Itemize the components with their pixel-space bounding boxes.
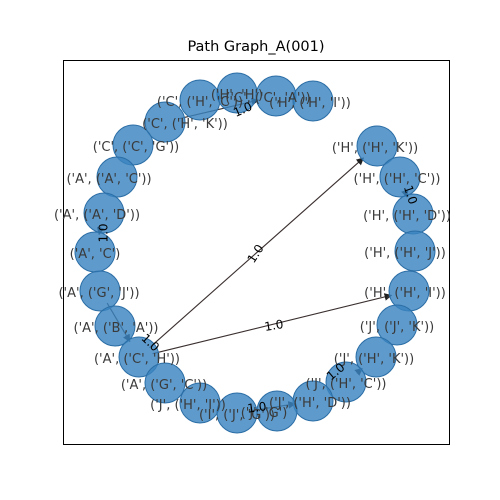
graph-edge	[149, 157, 365, 349]
graph-node	[94, 305, 136, 347]
graph-node	[256, 390, 298, 432]
node-label: ('H', ('H', 'D'))	[363, 209, 451, 224]
edge-weight-label: 1.0	[401, 184, 420, 206]
node-label: ('A', 'C')	[70, 247, 121, 262]
graph-node	[355, 336, 397, 378]
graph-node	[144, 362, 186, 404]
node-label: ('A', ('C', 'H'))	[94, 352, 180, 367]
edge-weight-label: 1.0	[263, 317, 284, 334]
node-label: ('I', ('J', 'G'))	[199, 408, 275, 423]
node-label: ('C', ('C', 'A'))	[225, 91, 310, 106]
node-label: ('A', ('G', 'J'))	[58, 286, 139, 301]
node-label: ('A', ('B', 'A'))	[74, 321, 159, 336]
node-label: ('A', ('G', 'C'))	[121, 378, 207, 393]
graph-node	[394, 230, 436, 272]
graph-node	[83, 192, 125, 234]
node-label: ('J', ('H', 'C'))	[306, 377, 387, 392]
graph-node	[292, 80, 334, 122]
node-label: ('A', ('A', 'D'))	[54, 208, 140, 223]
graph-node	[96, 156, 138, 198]
node-label: ('J', ('H', 'D'))	[269, 396, 351, 411]
node-label: ('H', ('H', 'J'))	[364, 246, 446, 261]
node-label: ('H', ('H', 'K'))	[332, 141, 418, 156]
node-label: ('H', ('H', 'I'))	[364, 286, 446, 301]
node-label: ('A', ('A', 'C'))	[66, 172, 151, 187]
node-label: ('C', ('H', 'K'))	[142, 117, 228, 132]
node-label: ('H', 'H')	[211, 88, 263, 103]
graph-node	[118, 336, 160, 378]
node-label: ('J', 'G')	[241, 406, 288, 421]
edge-weight-label: 1.0	[245, 242, 267, 266]
node-label: ('H', ('H', 'I'))	[269, 96, 351, 111]
node-label: ('H', ('H', 'C'))	[354, 172, 441, 187]
graph-node	[144, 101, 186, 143]
node-label: ('J', ('H', 'I'))	[150, 398, 226, 413]
node-labels-layer: ('C', ('H', 'C')) ('C', ('H', 'K')) ('H', …	[54, 88, 451, 423]
graph-node	[356, 125, 398, 167]
graph-node	[325, 361, 367, 403]
figure-title: Path Graph_A(001)	[187, 39, 324, 55]
plot-frame	[63, 60, 450, 445]
edge-weight-label: 1.0	[97, 223, 111, 242]
graph-node	[79, 270, 121, 312]
nodes-layer	[74, 72, 436, 434]
graph-node	[376, 304, 418, 346]
graph-node	[379, 156, 421, 198]
edge-weight-label: 1.0	[247, 399, 268, 416]
node-label: ('J', ('J', 'K'))	[360, 320, 434, 335]
node-label: ('C', ('C', 'G'))	[93, 140, 180, 155]
graph-edge	[152, 293, 393, 355]
node-label: ('J', ('H', 'K'))	[334, 352, 414, 367]
node-label: ('C', ('H', 'C'))	[157, 95, 243, 110]
